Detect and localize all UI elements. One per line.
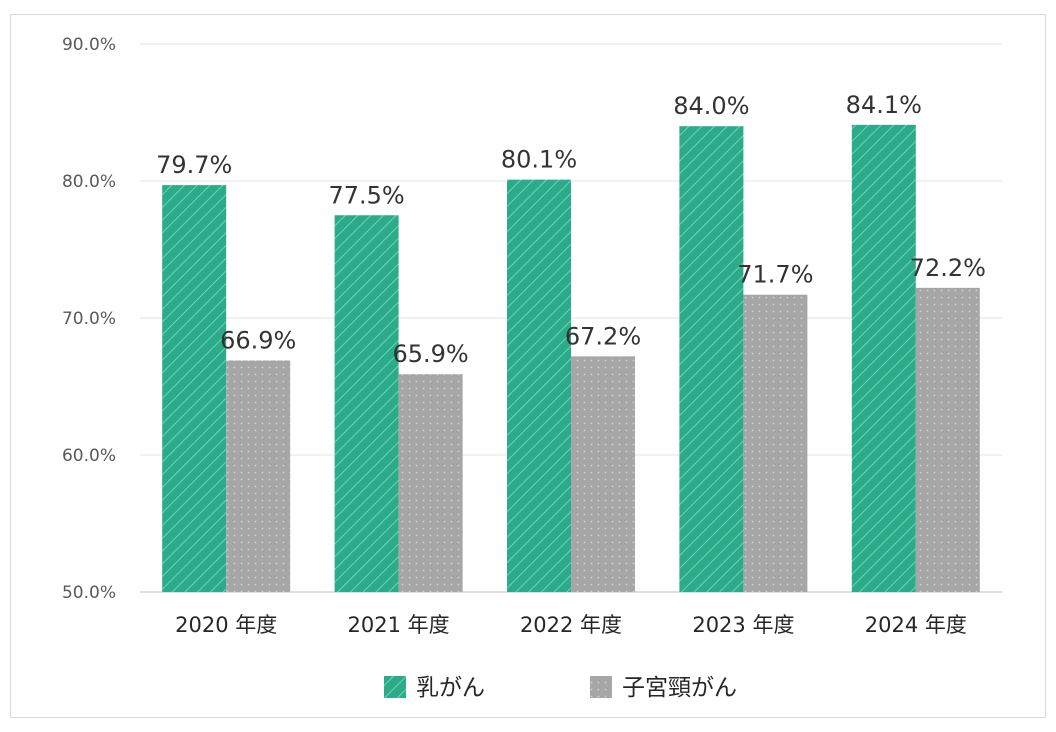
data-label: 71.7%	[737, 261, 813, 289]
bar-series1	[507, 179, 571, 592]
legend-label: 子宮頸がん	[622, 675, 737, 701]
bar-series1	[679, 126, 744, 592]
bar-series1	[851, 124, 916, 592]
y-tick-label: 80.0%	[62, 172, 116, 192]
bar-series1	[334, 215, 399, 592]
y-tick-label: 90.0%	[62, 35, 116, 55]
x-tick-label: 2022 年度	[520, 613, 622, 637]
x-tick-label: 2023 年度	[692, 613, 794, 637]
data-label: 79.7%	[156, 151, 232, 179]
bar-series2	[743, 294, 808, 592]
data-label: 84.0%	[673, 92, 749, 120]
y-tick-label: 60.0%	[62, 446, 116, 466]
x-tick-label: 2021 年度	[348, 613, 450, 637]
x-tick-label: 2020 年度	[175, 613, 277, 637]
bar-series2	[226, 360, 291, 592]
data-label: 65.9%	[392, 340, 468, 368]
legend: 乳がん 子宮頸がん	[384, 675, 737, 701]
data-label: 66.9%	[220, 326, 296, 354]
y-tick-label: 50.0%	[62, 583, 116, 603]
x-tick-label: 2024 年度	[865, 613, 967, 637]
bars	[162, 124, 980, 593]
bar-series2	[571, 356, 635, 592]
legend-swatch	[590, 676, 612, 698]
x-axis-ticks: 2020 年度 2021 年度 2022 年度 2023 年度 2024 年度	[175, 613, 967, 637]
bar-series1	[162, 185, 227, 593]
data-labels: 79.7% 66.9% 77.5% 65.9% 80.1% 67.2% 84.0% 71.7%…	[156, 91, 986, 368]
data-label: 80.1%	[501, 146, 577, 174]
data-label: 84.1%	[846, 91, 922, 119]
legend-label: 乳がん	[416, 675, 485, 701]
data-label: 72.2%	[910, 254, 986, 282]
bar-series2	[398, 374, 463, 592]
data-label: 77.5%	[328, 181, 404, 209]
bar-series2	[915, 287, 980, 592]
y-tick-label: 70.0%	[62, 309, 116, 329]
legend-swatch	[384, 676, 406, 698]
y-axis-ticks: 90.0% 80.0% 70.0% 60.0% 50.0%	[62, 35, 116, 603]
data-label: 67.2%	[565, 322, 641, 350]
